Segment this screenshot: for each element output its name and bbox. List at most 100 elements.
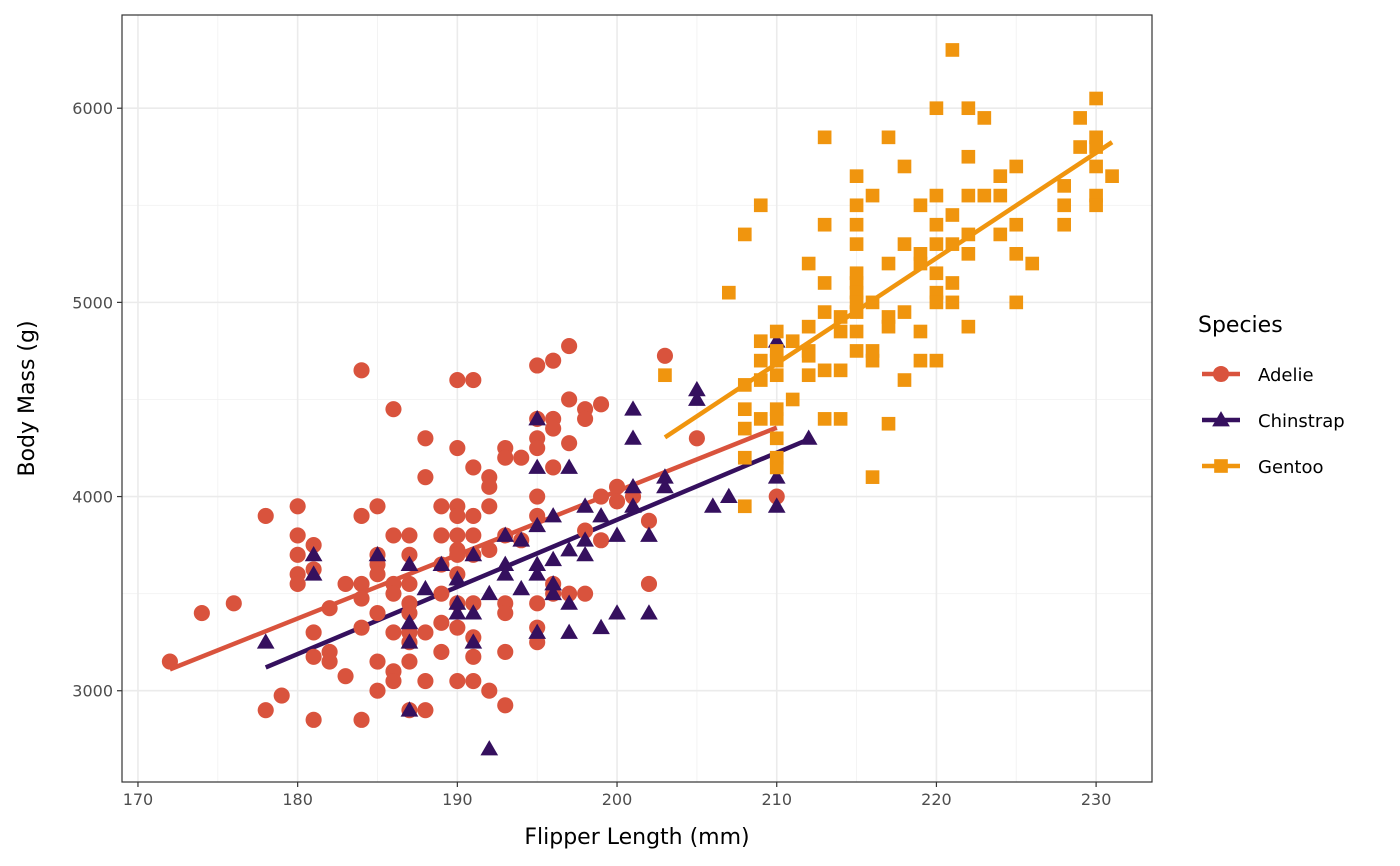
adelie-point xyxy=(608,493,626,510)
adelie-point xyxy=(289,575,306,592)
adelie-point xyxy=(449,439,466,457)
adelie-point xyxy=(768,488,785,505)
gentoo-point xyxy=(737,227,752,242)
adelie-point xyxy=(369,682,386,699)
chinstrap-point xyxy=(512,531,531,547)
adelie-point xyxy=(449,546,466,563)
adelie-point xyxy=(321,600,338,617)
adelie-point xyxy=(465,648,482,665)
legend-key-marker xyxy=(1212,411,1230,427)
gentoo-point xyxy=(929,101,944,116)
gentoo-point xyxy=(961,188,976,203)
gentoo-point xyxy=(945,43,960,57)
gentoo-point xyxy=(1089,91,1103,106)
adelie-point xyxy=(593,396,610,413)
gentoo-point xyxy=(913,324,928,339)
gentoo-point xyxy=(1057,198,1071,213)
adelie-point xyxy=(337,575,354,592)
chinstrap-point xyxy=(640,526,658,542)
chinstrap-point xyxy=(496,565,515,581)
adelie-point xyxy=(433,643,450,660)
chinstrap-point xyxy=(400,701,419,717)
chinstrap-point xyxy=(368,545,387,562)
adelie-point xyxy=(688,430,705,447)
gentoo-point xyxy=(849,198,864,213)
chinstrap-point xyxy=(528,555,547,571)
gentoo-point xyxy=(817,276,832,290)
gentoo-point xyxy=(945,208,960,222)
chinstrap-point xyxy=(592,618,610,635)
gentoo-point xyxy=(897,159,912,174)
legend-title: Species xyxy=(1198,313,1283,338)
x-axis: 170 180 190 200 210 220 230 xyxy=(123,782,1111,809)
panel-border xyxy=(121,14,1153,783)
gentoo-point xyxy=(817,217,832,232)
gentoo-point xyxy=(1009,159,1024,174)
adelie-point xyxy=(385,624,402,641)
adelie-point xyxy=(561,338,578,355)
chinstrap-point xyxy=(512,579,531,596)
adelie-point xyxy=(545,352,562,369)
adelie-point xyxy=(433,614,450,631)
gentoo-point xyxy=(961,319,976,334)
chinstrap-points xyxy=(256,332,818,756)
chinstrap-point xyxy=(624,477,642,494)
adelie-point xyxy=(161,653,178,670)
gentoo-point xyxy=(753,353,768,368)
data-points xyxy=(161,43,1119,756)
x-tick-label: 220 xyxy=(921,790,952,809)
chinstrap-point xyxy=(528,410,547,426)
adelie-point xyxy=(257,702,274,719)
gentoo-point xyxy=(1009,217,1024,232)
gentoo-point xyxy=(817,412,832,426)
adelie-point xyxy=(465,672,482,690)
gentoo-point xyxy=(945,237,960,251)
x-tick-label: 210 xyxy=(761,790,792,809)
chinstrap-point xyxy=(528,565,547,581)
legend-label: Chinstrap xyxy=(1258,411,1345,432)
gentoo-point xyxy=(769,368,784,383)
adelie-point xyxy=(225,595,242,612)
adelie-point xyxy=(577,410,594,427)
gentoo-point xyxy=(1057,179,1071,193)
gentoo-point xyxy=(753,373,768,387)
gentoo-point xyxy=(1025,256,1040,271)
gentoo-points xyxy=(658,43,1119,514)
gentoo-point xyxy=(1089,140,1103,154)
adelie-point xyxy=(497,605,514,622)
gentoo-point xyxy=(1009,295,1024,310)
adelie-point xyxy=(417,430,434,447)
chinstrap-point xyxy=(464,604,483,620)
y-tick-label: 3000 xyxy=(72,682,113,701)
gentoo-point xyxy=(769,460,784,475)
adelie-point xyxy=(385,585,402,602)
gentoo-point xyxy=(849,344,864,358)
gentoo-point xyxy=(1057,217,1071,232)
adelie-point xyxy=(561,435,578,452)
gentoo-point xyxy=(817,363,832,378)
gentoo-point xyxy=(833,412,848,426)
adelie-point xyxy=(353,575,370,592)
x-tick-label: 180 xyxy=(282,790,313,809)
adelie-point xyxy=(305,648,322,665)
adelie-point xyxy=(561,585,578,602)
adelie-point xyxy=(481,541,498,559)
chinstrap-point xyxy=(528,623,547,639)
x-tick-label: 200 xyxy=(602,790,633,809)
chinstrap-point xyxy=(544,575,563,591)
chinstrap-point xyxy=(688,390,706,406)
gentoo-point xyxy=(897,373,912,387)
adelie-point xyxy=(465,527,482,544)
y-axis-title: Body Mass (g) xyxy=(15,320,40,476)
adelie-point xyxy=(465,595,482,612)
adelie-point xyxy=(257,507,274,525)
adelie-point xyxy=(449,527,466,544)
chinstrap-point xyxy=(416,579,435,596)
adelie-point xyxy=(305,624,322,641)
gentoo-point xyxy=(977,111,992,125)
adelie-point xyxy=(449,672,466,690)
adelie-point xyxy=(465,371,482,389)
adelie-point xyxy=(401,546,418,563)
adelie-point xyxy=(417,624,434,641)
adelie-point xyxy=(305,711,322,728)
